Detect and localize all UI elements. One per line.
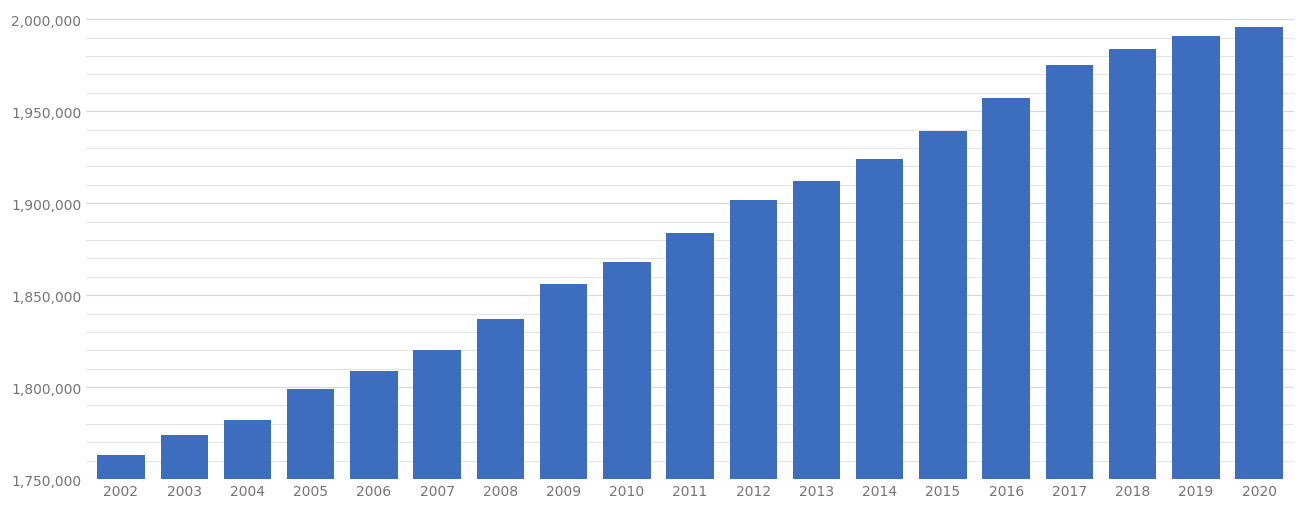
Bar xyxy=(856,160,903,509)
Bar xyxy=(667,233,714,509)
Bar xyxy=(1045,66,1094,509)
Bar xyxy=(1109,50,1156,509)
Bar xyxy=(1172,37,1220,509)
Bar xyxy=(414,351,461,509)
Bar xyxy=(98,455,145,509)
Bar xyxy=(1236,27,1283,509)
Bar xyxy=(603,263,650,509)
Bar xyxy=(919,132,967,509)
Bar xyxy=(729,200,776,509)
Bar xyxy=(476,320,525,509)
Bar xyxy=(223,420,271,509)
Bar xyxy=(287,389,334,509)
Bar xyxy=(983,99,1030,509)
Bar xyxy=(540,285,587,509)
Bar xyxy=(350,371,398,509)
Bar xyxy=(793,182,840,509)
Bar xyxy=(161,435,207,509)
